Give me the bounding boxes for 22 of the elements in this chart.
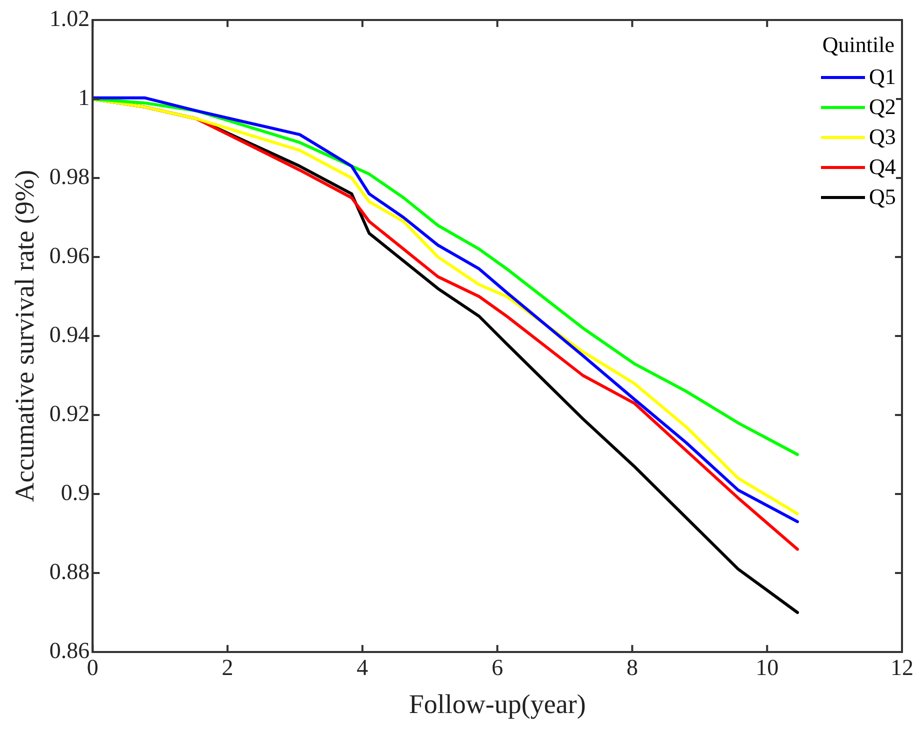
legend-label: Q2 <box>869 93 896 121</box>
y-tick-label: 0.94 <box>49 322 90 348</box>
x-axis-title: Follow-up(year) <box>408 688 586 719</box>
y-tick-label: 0.9 <box>60 480 90 506</box>
legend-label: Q4 <box>869 153 896 181</box>
y-tick-label: 0.96 <box>49 243 90 268</box>
x-tick-label: 8 <box>626 654 638 680</box>
legend-title: Quintile <box>821 31 896 59</box>
y-tick-label: 1.02 <box>49 6 90 32</box>
legend-label: Q5 <box>869 183 896 211</box>
x-tick-label: 10 <box>756 654 779 680</box>
x-tick-label: 12 <box>890 654 914 680</box>
y-tick-label: 1 <box>78 85 90 110</box>
x-tick-label: 2 <box>222 654 234 680</box>
y-tick-label: 0.88 <box>49 559 90 584</box>
legend-label: Q3 <box>869 123 896 151</box>
y-axis-title: Accumative survival rate (9%) <box>9 170 40 502</box>
y-tick-label: 0.92 <box>49 401 90 426</box>
legend-label: Q1 <box>869 63 896 91</box>
x-tick-label: 4 <box>356 654 369 680</box>
x-tick-label: 6 <box>492 654 504 680</box>
y-tick-label: 0.98 <box>49 164 90 190</box>
